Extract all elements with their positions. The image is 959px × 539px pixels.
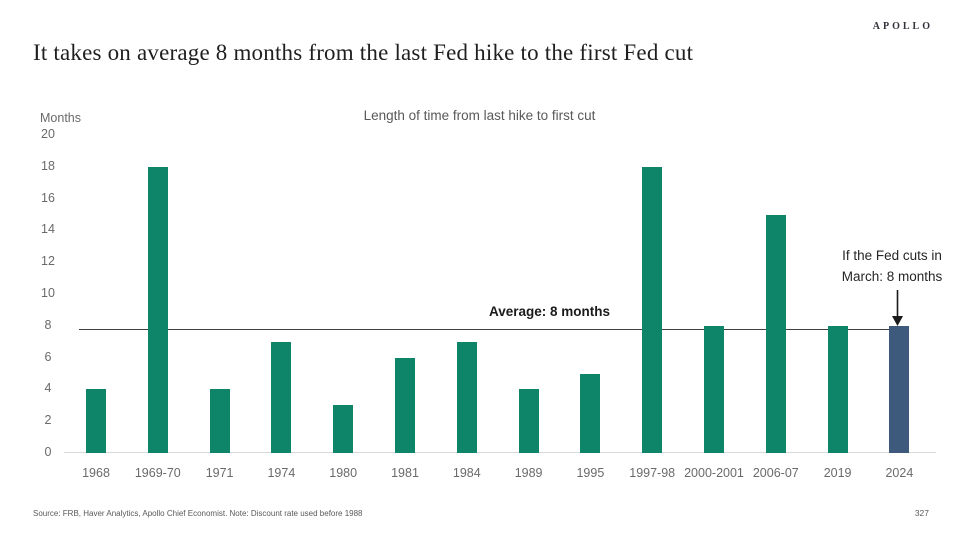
average-line [79, 329, 907, 330]
y-axis-title: Months [40, 111, 81, 125]
x-tick-label: 1989 [514, 466, 543, 480]
x-tick-label: 2024 [885, 466, 914, 480]
bar-2006-07 [765, 214, 786, 453]
bar-1968 [86, 389, 106, 453]
x-tick-label: 1984 [452, 466, 481, 480]
y-tick-label: 10 [41, 286, 55, 300]
bar-1971 [209, 389, 230, 453]
y-tick-label: 14 [41, 222, 55, 237]
bar-1984 [456, 341, 477, 453]
source-note: Source: FRB, Haver Analytics, Apollo Chi… [33, 509, 363, 518]
bar-1974 [271, 341, 292, 453]
y-tick-label: 20 [41, 127, 55, 141]
x-tick-label: 2006-07 [752, 466, 799, 480]
annotation-line1: If the Fed cuts in [842, 248, 942, 263]
x-tick-label: 1971 [205, 466, 234, 480]
x-tick-label: 1997-98 [629, 466, 676, 480]
y-tick-label: 4 [44, 381, 52, 396]
x-tick-label: 2000-2001 [684, 466, 744, 480]
x-tick-label: 1980 [329, 466, 358, 480]
y-tick-label: 6 [44, 349, 52, 364]
arrow-down-icon [892, 290, 903, 326]
bar-1989 [518, 389, 539, 453]
y-tick-label: 18 [41, 158, 55, 173]
annotation-callout: If the Fed cuts in March: 8 months [828, 245, 956, 287]
y-tick-label: 12 [41, 254, 55, 269]
x-tick-label: 2019 [823, 466, 852, 480]
y-tick-label: 16 [41, 190, 55, 205]
annotation-line2: March: 8 months [841, 269, 943, 284]
y-tick-label: 0 [44, 445, 52, 459]
page-number: 327 [914, 508, 929, 518]
bar-1981 [395, 357, 415, 453]
bar-2024 [889, 325, 910, 453]
bar-1969-70 [147, 166, 168, 453]
x-tick-label: 1981 [391, 466, 419, 480]
y-tick-label: 8 [44, 317, 52, 332]
x-tick-label: 1995 [576, 466, 605, 480]
y-tick-label: 2 [44, 413, 52, 428]
bar-2019 [827, 325, 848, 453]
bar-1980 [333, 405, 354, 453]
bar-1997-98 [642, 166, 663, 453]
bar-1995 [580, 373, 601, 453]
x-tick-label: 1969-70 [134, 466, 181, 480]
apollo-logo: APOLLO [872, 21, 933, 32]
page-title: It takes on average 8 months from the la… [33, 40, 694, 65]
x-tick-label: 1974 [267, 466, 296, 480]
x-tick-label: 1968 [82, 466, 110, 480]
average-line-label: Average: 8 months [488, 304, 610, 319]
x-axis-line [64, 452, 936, 453]
bar-2000-2001 [704, 325, 724, 453]
chart-title: Length of time from last hike to first c… [363, 108, 596, 123]
